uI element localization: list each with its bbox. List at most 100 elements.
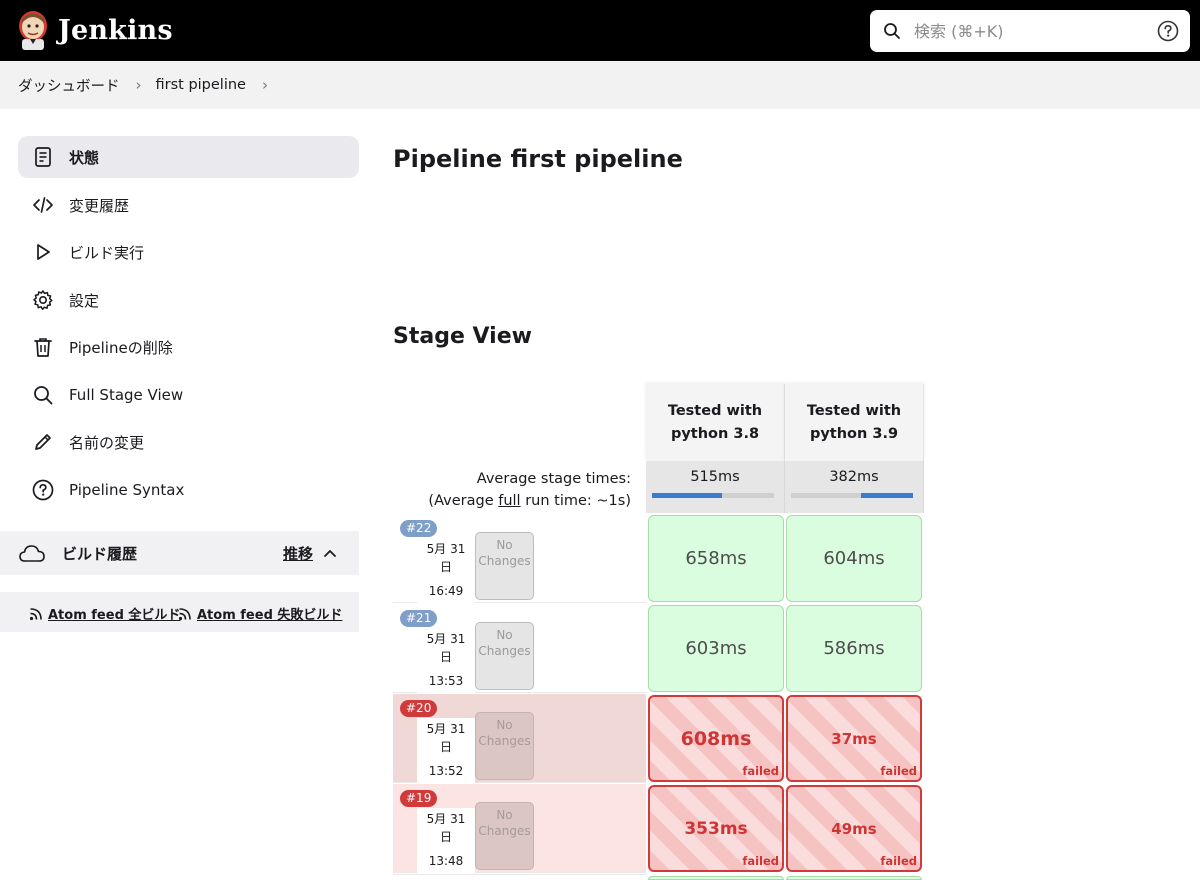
trash-icon (34, 338, 52, 357)
breadcrumb: ダッシュボード › first pipeline › (0, 61, 1200, 109)
average-time-value: 382ms (829, 469, 879, 485)
average-stage-times-line1: Average stage times: (476, 471, 631, 487)
stage-failed-label: failed (880, 854, 917, 868)
build-row-20: #20 5月 31 日 13:52 No Changes (393, 694, 646, 783)
stage-cell[interactable]: 586ms (786, 605, 922, 692)
build-number-badge[interactable]: #21 (400, 610, 438, 627)
atom-feed-all-link[interactable]: Atom feed 全ビルド (29, 604, 180, 623)
stage-header-python-3-8: Tested with python 3.8 (646, 384, 785, 461)
stage-cell-failed[interactable]: 353ms failed (648, 785, 784, 872)
build-changes: No Changes (475, 622, 534, 690)
sidebar-item-label: Pipelineの削除 (69, 338, 173, 357)
average-time-bar (791, 493, 913, 498)
sidebar-item-changes[interactable]: 変更履歴 (18, 184, 359, 226)
build-date: 5月 31 日 13:48 (417, 808, 475, 873)
build-date-text: 5月 31 日 (426, 722, 466, 754)
build-history-title: ビルド履歴 (62, 545, 138, 563)
stage-cell[interactable]: 604ms (786, 515, 922, 602)
pencil-icon (35, 434, 51, 450)
stage-cell[interactable]: 658ms (648, 515, 784, 602)
stage-duration: 586ms (823, 638, 885, 659)
search-icon (884, 23, 900, 39)
build-date-text: 5月 31 日 (426, 632, 466, 664)
sidebar-item-label: ビルド実行 (69, 243, 145, 262)
feed-links: Atom feed 全ビルド Atom feed 失敗ビルド (0, 592, 359, 632)
build-changes: No Changes (475, 712, 534, 780)
build-time: 16:49 (428, 584, 464, 598)
help-icon[interactable] (1157, 20, 1179, 42)
chevron-right-icon[interactable]: › (135, 76, 142, 94)
average-time-bar (652, 493, 774, 498)
build-row-partial (393, 874, 646, 880)
stage-duration: 608ms (680, 727, 752, 750)
build-date-text: 5月 31 日 (426, 812, 466, 844)
stage-failed-label: failed (742, 764, 779, 778)
rss-icon (29, 607, 42, 620)
build-history-panel: ビルド履歴 推移 (0, 531, 359, 575)
build-number-badge[interactable]: #20 (400, 700, 438, 717)
build-row-21: #21 5月 31 日 13:53 No Changes (393, 604, 646, 693)
jenkins-logo[interactable]: Jenkins (16, 9, 173, 51)
cloud-icon (19, 545, 45, 562)
sidebar-item-label: 変更履歴 (69, 196, 130, 215)
search-box[interactable] (870, 10, 1190, 52)
stage-duration: 603ms (685, 638, 747, 659)
average-time-cell: 382ms (785, 461, 924, 513)
stage-duration: 49ms (831, 819, 877, 838)
stage-cell-failed[interactable]: 608ms failed (648, 695, 784, 782)
build-number-badge[interactable]: #22 (400, 520, 438, 537)
top-bar: Jenkins (0, 0, 1200, 61)
build-row-19: #19 5月 31 日 13:48 No Changes (393, 784, 646, 873)
atom-feed-all-label: Atom feed 全ビルド (48, 608, 181, 623)
atom-feed-failed-link[interactable]: Atom feed 失敗ビルド (178, 604, 342, 623)
build-time: 13:53 (428, 674, 464, 688)
sidebar-item-pipeline-syntax[interactable]: Pipeline Syntax (18, 469, 359, 511)
average-full-link[interactable]: full (498, 493, 521, 509)
chevron-up-icon[interactable] (323, 547, 337, 559)
build-history-trend-link[interactable]: 推移 (283, 545, 314, 563)
average-time-bar-fill (861, 493, 913, 498)
search-input[interactable] (914, 10, 1144, 52)
sidebar-item-status[interactable]: 状態 (18, 136, 359, 178)
build-number-badge[interactable]: #19 (400, 790, 438, 807)
stage-header-python-3-9: Tested with python 3.9 (785, 384, 924, 461)
build-date: 5月 31 日 16:49 (417, 538, 475, 603)
build-changes: No Changes (475, 802, 534, 870)
search-icon (34, 386, 53, 405)
sidebar-item-build-now[interactable]: ビルド実行 (18, 231, 359, 273)
stage-cell-partial (648, 876, 784, 880)
average-suffix: run time: ~1s) (520, 493, 631, 509)
build-time: 13:52 (428, 764, 464, 778)
build-date-text: 5月 31 日 (426, 542, 466, 574)
stage-header-label: Tested with python 3.8 (667, 402, 763, 442)
stage-failed-label: failed (742, 854, 779, 868)
stage-cell-failed[interactable]: 49ms failed (786, 785, 922, 872)
stage-cell[interactable]: 603ms (648, 605, 784, 692)
jenkins-butler-icon (19, 11, 47, 50)
stage-cell-partial (786, 876, 922, 880)
sidebar-item-delete-pipeline[interactable]: Pipelineの削除 (18, 326, 359, 368)
stage-duration: 658ms (685, 548, 747, 569)
sidebar-item-label: Pipeline Syntax (69, 481, 185, 499)
sidebar-item-full-stage-view[interactable]: Full Stage View (18, 374, 359, 416)
stage-cell-failed[interactable]: 37ms failed (786, 695, 922, 782)
sidebar-item-label: Full Stage View (69, 386, 184, 404)
sidebar-item-rename[interactable]: 名前の変更 (18, 421, 359, 463)
sidebar-item-configure[interactable]: 設定 (18, 279, 359, 321)
play-icon (37, 244, 50, 260)
build-changes: No Changes (475, 532, 534, 600)
build-time: 13:48 (428, 854, 464, 868)
sidebar-item-label: 名前の変更 (69, 433, 145, 452)
stage-view-title: Stage View (393, 324, 532, 349)
average-stage-times-label: Average stage times: (Average full run t… (393, 461, 646, 513)
average-time-cell: 515ms (646, 461, 785, 513)
atom-feed-failed-label: Atom feed 失敗ビルド (197, 608, 343, 623)
breadcrumb-dashboard[interactable]: ダッシュボード (18, 78, 120, 95)
rss-icon (178, 607, 191, 620)
build-date: 5月 31 日 13:53 (417, 628, 475, 693)
build-date: 5月 31 日 13:52 (417, 718, 475, 783)
help-circle-icon (32, 479, 54, 501)
chevron-right-icon[interactable]: › (261, 76, 268, 94)
breadcrumb-first-pipeline[interactable]: first pipeline (155, 77, 246, 93)
stage-failed-label: failed (880, 764, 917, 778)
